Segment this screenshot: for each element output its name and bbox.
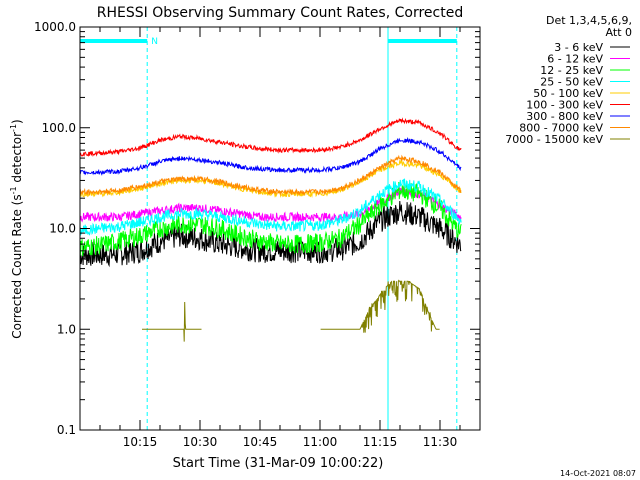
series-line-7 [79, 154, 462, 196]
y-tick-label-1: 100.0 [42, 121, 76, 135]
y-axis-label: Corrected Count Rate (s-1 detector-1) [9, 119, 24, 338]
series-line-8 [142, 279, 440, 342]
x-tick-label-5: 11:30 [423, 435, 458, 449]
y-axis: 1000.0 100.0 10.0 1.0 0.1 [34, 20, 480, 437]
legend-label-8: 7000 - 15000 keV [505, 133, 603, 146]
y-tick-label-0: 1000.0 [34, 20, 76, 34]
x-axis: 10:15 10:30 10:45 11:00 11:15 11:30 [79, 27, 481, 449]
night-marker: N [151, 37, 158, 47]
legend-label-7: 800 - 7000 keV [519, 122, 603, 135]
legend-label-0: 3 - 6 keV [554, 41, 603, 54]
legend-item-1: 6 - 12 keV [547, 53, 630, 66]
legend-label-5: 100 - 300 keV [526, 99, 603, 112]
legend-label-1: 6 - 12 keV [547, 53, 603, 66]
x-tick-label-3: 11:00 [303, 435, 338, 449]
legend-header-line2: Att 0 [606, 26, 632, 39]
legend-label-3: 25 - 50 keV [540, 76, 603, 89]
series-line-6 [79, 136, 462, 176]
chart-title: RHESSI Observing Summary Count Rates, Co… [97, 5, 463, 21]
x-tick-label-2: 10:45 [243, 435, 278, 449]
y-tick-label-2: 10.0 [49, 222, 76, 236]
legend-item-0: 3 - 6 keV [554, 41, 630, 54]
legend-item-8: 7000 - 15000 keV [505, 133, 630, 146]
legend-item-2: 12 - 25 keV [540, 64, 630, 77]
series-6 [79, 136, 462, 176]
series-0 [79, 200, 462, 268]
legend-label-4: 50 - 100 keV [533, 87, 603, 100]
series-line-1 [79, 185, 462, 223]
series-line-2 [79, 181, 462, 257]
series-line-5 [79, 117, 462, 157]
legend-item-3: 25 - 50 keV [540, 76, 630, 89]
legend-label-2: 12 - 25 keV [540, 64, 603, 77]
series-line-0 [79, 200, 462, 268]
legend-item-6: 300 - 800 keV [526, 110, 630, 123]
legend-item-7: 800 - 7000 keV [519, 122, 630, 135]
series-7 [79, 154, 462, 196]
plot-series [79, 117, 462, 342]
legend-item-4: 50 - 100 keV [533, 87, 630, 100]
x-tick-label-4: 11:15 [363, 435, 398, 449]
x-axis-label: Start Time (31-Mar-09 10:00:22) [173, 456, 384, 471]
legend-header-line1: Det 1,3,4,5,6,9, [546, 14, 632, 27]
y-tick-label-4: 0.1 [57, 423, 76, 437]
footer-date: 14-Oct-2021 08:07 [560, 469, 636, 478]
x-tick-label-0: 10:15 [123, 435, 158, 449]
series-line-3 [79, 178, 462, 236]
y-tick-label-3: 1.0 [57, 322, 76, 336]
series-1 [79, 185, 462, 223]
series-2 [79, 181, 462, 257]
series-3 [79, 178, 462, 236]
series-8 [142, 279, 440, 342]
legend-label-6: 300 - 800 keV [526, 110, 603, 123]
series-5 [79, 117, 462, 157]
x-tick-label-1: 10:30 [183, 435, 218, 449]
legend-item-5: 100 - 300 keV [526, 99, 630, 112]
